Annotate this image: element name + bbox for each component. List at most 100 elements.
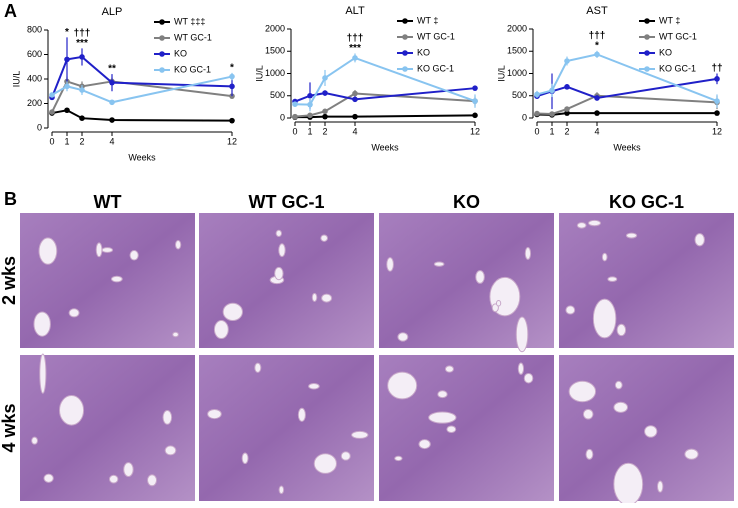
legend-label: KO GC-1 (659, 63, 696, 73)
annotation: ††† (347, 33, 364, 44)
data-point (564, 58, 570, 64)
data-point (594, 51, 600, 58)
data-point (292, 101, 298, 108)
legend-label: KO GC-1 (174, 64, 211, 74)
vessel (616, 323, 627, 337)
legend-marker (402, 50, 408, 56)
vessel (607, 276, 618, 282)
legend-label: WT GC-1 (417, 31, 455, 41)
data-point (49, 92, 55, 98)
y-tick-label: 600 (27, 49, 42, 59)
vessel (172, 331, 179, 338)
data-point (564, 106, 570, 112)
vessel (31, 436, 39, 445)
x-tick-label: 4 (594, 126, 599, 136)
data-point (64, 83, 70, 90)
vessel (394, 455, 403, 462)
legend-marker (159, 19, 165, 25)
column-header: WT (94, 192, 122, 212)
vessel (129, 250, 139, 261)
vessel (311, 292, 318, 302)
histology-image (199, 355, 374, 501)
data-point (109, 79, 115, 86)
data-point (229, 83, 235, 90)
y-tick-label: 0 (37, 122, 42, 132)
vessel (38, 237, 58, 265)
series-line (51, 109, 233, 122)
annotation: * (595, 40, 599, 51)
data-point (472, 98, 478, 104)
data-point (79, 54, 85, 60)
vessel (278, 243, 286, 258)
vessel (351, 430, 369, 439)
data-point (534, 110, 540, 117)
vessel (523, 372, 534, 384)
y-tick-label: 1500 (265, 46, 285, 56)
vessel (207, 408, 222, 420)
vessel (278, 485, 285, 495)
series-line (536, 112, 717, 116)
y-tick-label: 500 (270, 90, 285, 100)
x-tick-label: 12 (227, 136, 237, 146)
annotation: * (65, 27, 69, 38)
vessel (254, 362, 262, 373)
chart-title: ALP (102, 6, 123, 18)
vessel (175, 240, 182, 250)
vessel (387, 371, 418, 400)
y-tick-label: 0 (280, 112, 285, 122)
legend-label: WT ‡‡‡ (174, 16, 205, 26)
x-tick-label: 2 (322, 126, 327, 136)
column-header: KO GC-1 (609, 192, 684, 212)
vessel (297, 407, 306, 422)
data-point (549, 111, 555, 117)
data-point (352, 55, 358, 61)
y-tick-label: 1000 (507, 68, 527, 78)
vessel (241, 452, 249, 465)
data-point (564, 110, 570, 116)
vessel (43, 473, 54, 483)
data-point (307, 112, 313, 119)
row-label: 4 wks (0, 403, 19, 452)
vessel (568, 380, 597, 403)
data-point (292, 113, 298, 120)
data-point (322, 75, 328, 81)
x-tick-label: 0 (534, 126, 539, 136)
vessel (657, 480, 664, 493)
data-point (79, 115, 85, 121)
x-tick-label: 1 (549, 126, 554, 136)
data-point (352, 96, 358, 103)
vessel (433, 261, 445, 267)
y-tick-label: 500 (512, 90, 527, 100)
histology-image (559, 213, 734, 348)
data-point (352, 90, 358, 97)
annotation: ** (108, 64, 116, 75)
vessel (397, 332, 409, 342)
x-tick-label: 1 (64, 136, 69, 146)
vessel (475, 270, 485, 284)
x-tick-label: 0 (49, 136, 54, 146)
column-header: KO (453, 192, 480, 212)
vessel (592, 298, 617, 339)
x-axis-label: Weeks (613, 142, 641, 152)
vessel (614, 380, 623, 390)
y-axis-label: IU/L (11, 71, 21, 88)
vessel (418, 439, 431, 450)
vessel (108, 474, 119, 484)
series-line (295, 114, 476, 119)
x-tick-label: 4 (109, 136, 114, 146)
vessel (446, 425, 457, 434)
data-point (594, 95, 600, 101)
data-point (352, 113, 358, 120)
data-point (472, 112, 478, 119)
x-axis-label: Weeks (128, 152, 156, 162)
data-point (472, 85, 478, 91)
x-tick-label: 2 (79, 136, 84, 146)
series-line (536, 77, 718, 100)
column-header: WT GC-1 (249, 192, 325, 212)
vessel (644, 425, 658, 438)
y-tick-label: 2000 (507, 23, 527, 33)
annotation: ††† (589, 30, 606, 41)
vessel (428, 411, 457, 424)
legend-marker (402, 66, 408, 72)
vessel (164, 445, 177, 456)
